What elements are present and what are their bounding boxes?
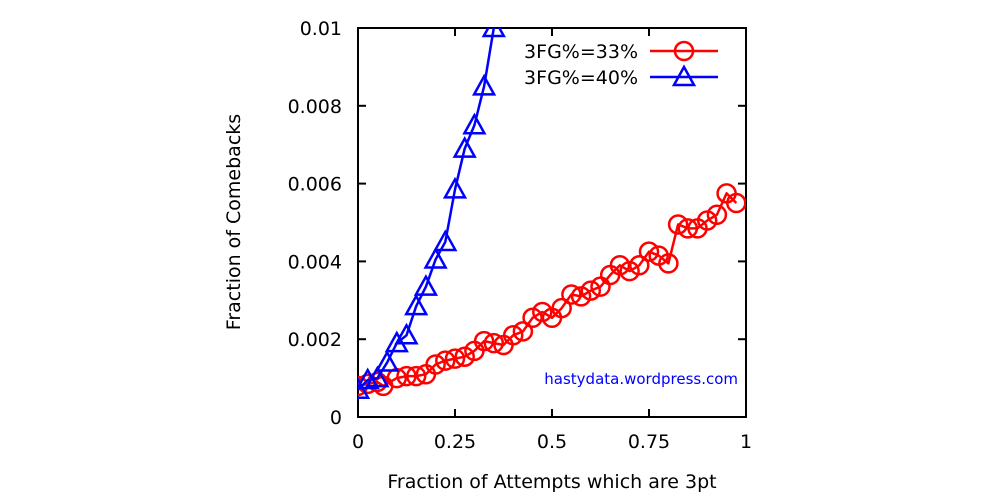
data-point-circle	[551, 297, 572, 319]
legend: 3FG%=33% 3FG%=40%	[524, 40, 718, 89]
x-tick-label: 0.25	[434, 431, 476, 453]
x-axis-title: Fraction of Attempts which are 3pt	[387, 471, 716, 493]
legend-circle-marker	[673, 40, 695, 62]
data-point-circle	[667, 214, 689, 235]
x-tick-label: 0.5	[537, 431, 567, 453]
data-point-circle	[706, 204, 728, 225]
x-tick-label: 1	[740, 431, 752, 453]
watermark-text: hastydata.wordpress.com	[544, 370, 738, 388]
data-point-circle	[561, 284, 582, 305]
data-point-triangle	[404, 293, 429, 316]
data-point-triangle	[442, 176, 468, 199]
x-tick-label: 0	[352, 431, 364, 453]
data-point-circle	[444, 348, 466, 369]
data-point-circle	[405, 365, 427, 387]
data-point-triangle	[462, 112, 487, 135]
y-tick-label: 0	[330, 407, 342, 429]
data-point-circle	[473, 330, 495, 352]
legend-triangle-marker	[671, 64, 697, 87]
data-point-circle	[425, 354, 446, 375]
y-axis-title: Fraction of Comebacks	[223, 114, 245, 330]
y-tick-label: 0.006	[288, 174, 342, 196]
data-point-circle	[726, 192, 746, 214]
data-point-circle	[483, 332, 505, 354]
data-point-triangle	[423, 246, 448, 269]
data-point-circle	[502, 325, 524, 346]
series-layer	[358, 28, 746, 400]
y-axis-ticks: 0 0.002 0.004 0.006 0.008 0.01	[288, 18, 746, 429]
y-tick-label: 0.004	[288, 251, 342, 273]
y-tick-label: 0.002	[288, 329, 342, 351]
legend-label-40: 3FG%=40%	[524, 67, 638, 89]
x-axis-ticks: 0 0.25 0.5 0.75 1	[352, 28, 752, 453]
series-line-40pct	[358, 28, 496, 391]
data-point-triangle	[413, 274, 439, 296]
data-point-circle	[512, 321, 534, 342]
data-point-triangle	[374, 349, 400, 372]
data-point-triangle	[471, 73, 497, 96]
series-line-33pct	[358, 192, 738, 388]
data-point-triangle	[481, 28, 506, 38]
data-point-circle	[638, 241, 660, 262]
data-point-circle	[629, 255, 650, 276]
data-point-circle	[580, 280, 602, 301]
data-point-triangle	[452, 136, 477, 158]
data-point-circle	[435, 350, 456, 371]
data-point-triangle	[433, 229, 458, 252]
data-point-triangle	[394, 322, 419, 345]
y-tick-label: 0.01	[300, 18, 342, 40]
data-point-circle	[396, 365, 417, 387]
data-point-triangle	[365, 365, 390, 388]
y-tick-label: 0.008	[288, 96, 342, 118]
data-point-circle	[677, 218, 699, 239]
data-point-circle	[658, 253, 679, 274]
x-tick-label: 0.75	[628, 431, 670, 453]
legend-label-33: 3FG%=33%	[524, 41, 638, 63]
